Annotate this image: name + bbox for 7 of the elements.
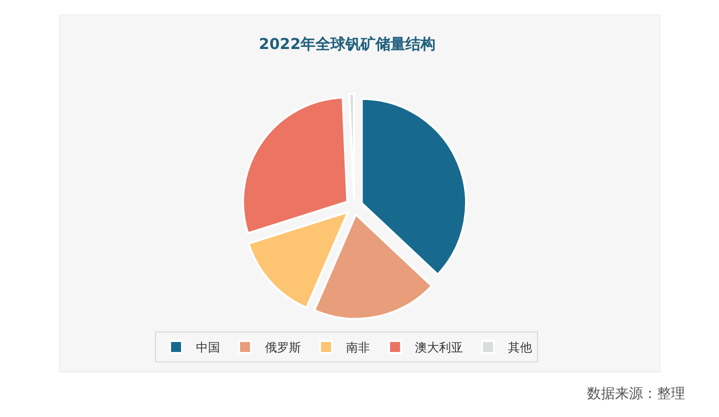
legend-label: 俄罗斯 [265,340,302,355]
chart-title: 2022年全球钒矿储量结构 [258,35,436,54]
legend-label: 中国 [196,340,220,355]
legend-label: 澳大利亚 [415,340,464,355]
legend-label: 南非 [346,340,370,355]
legend-label: 其他 [508,340,532,355]
source-note: 数据来源：整理 [587,386,685,402]
